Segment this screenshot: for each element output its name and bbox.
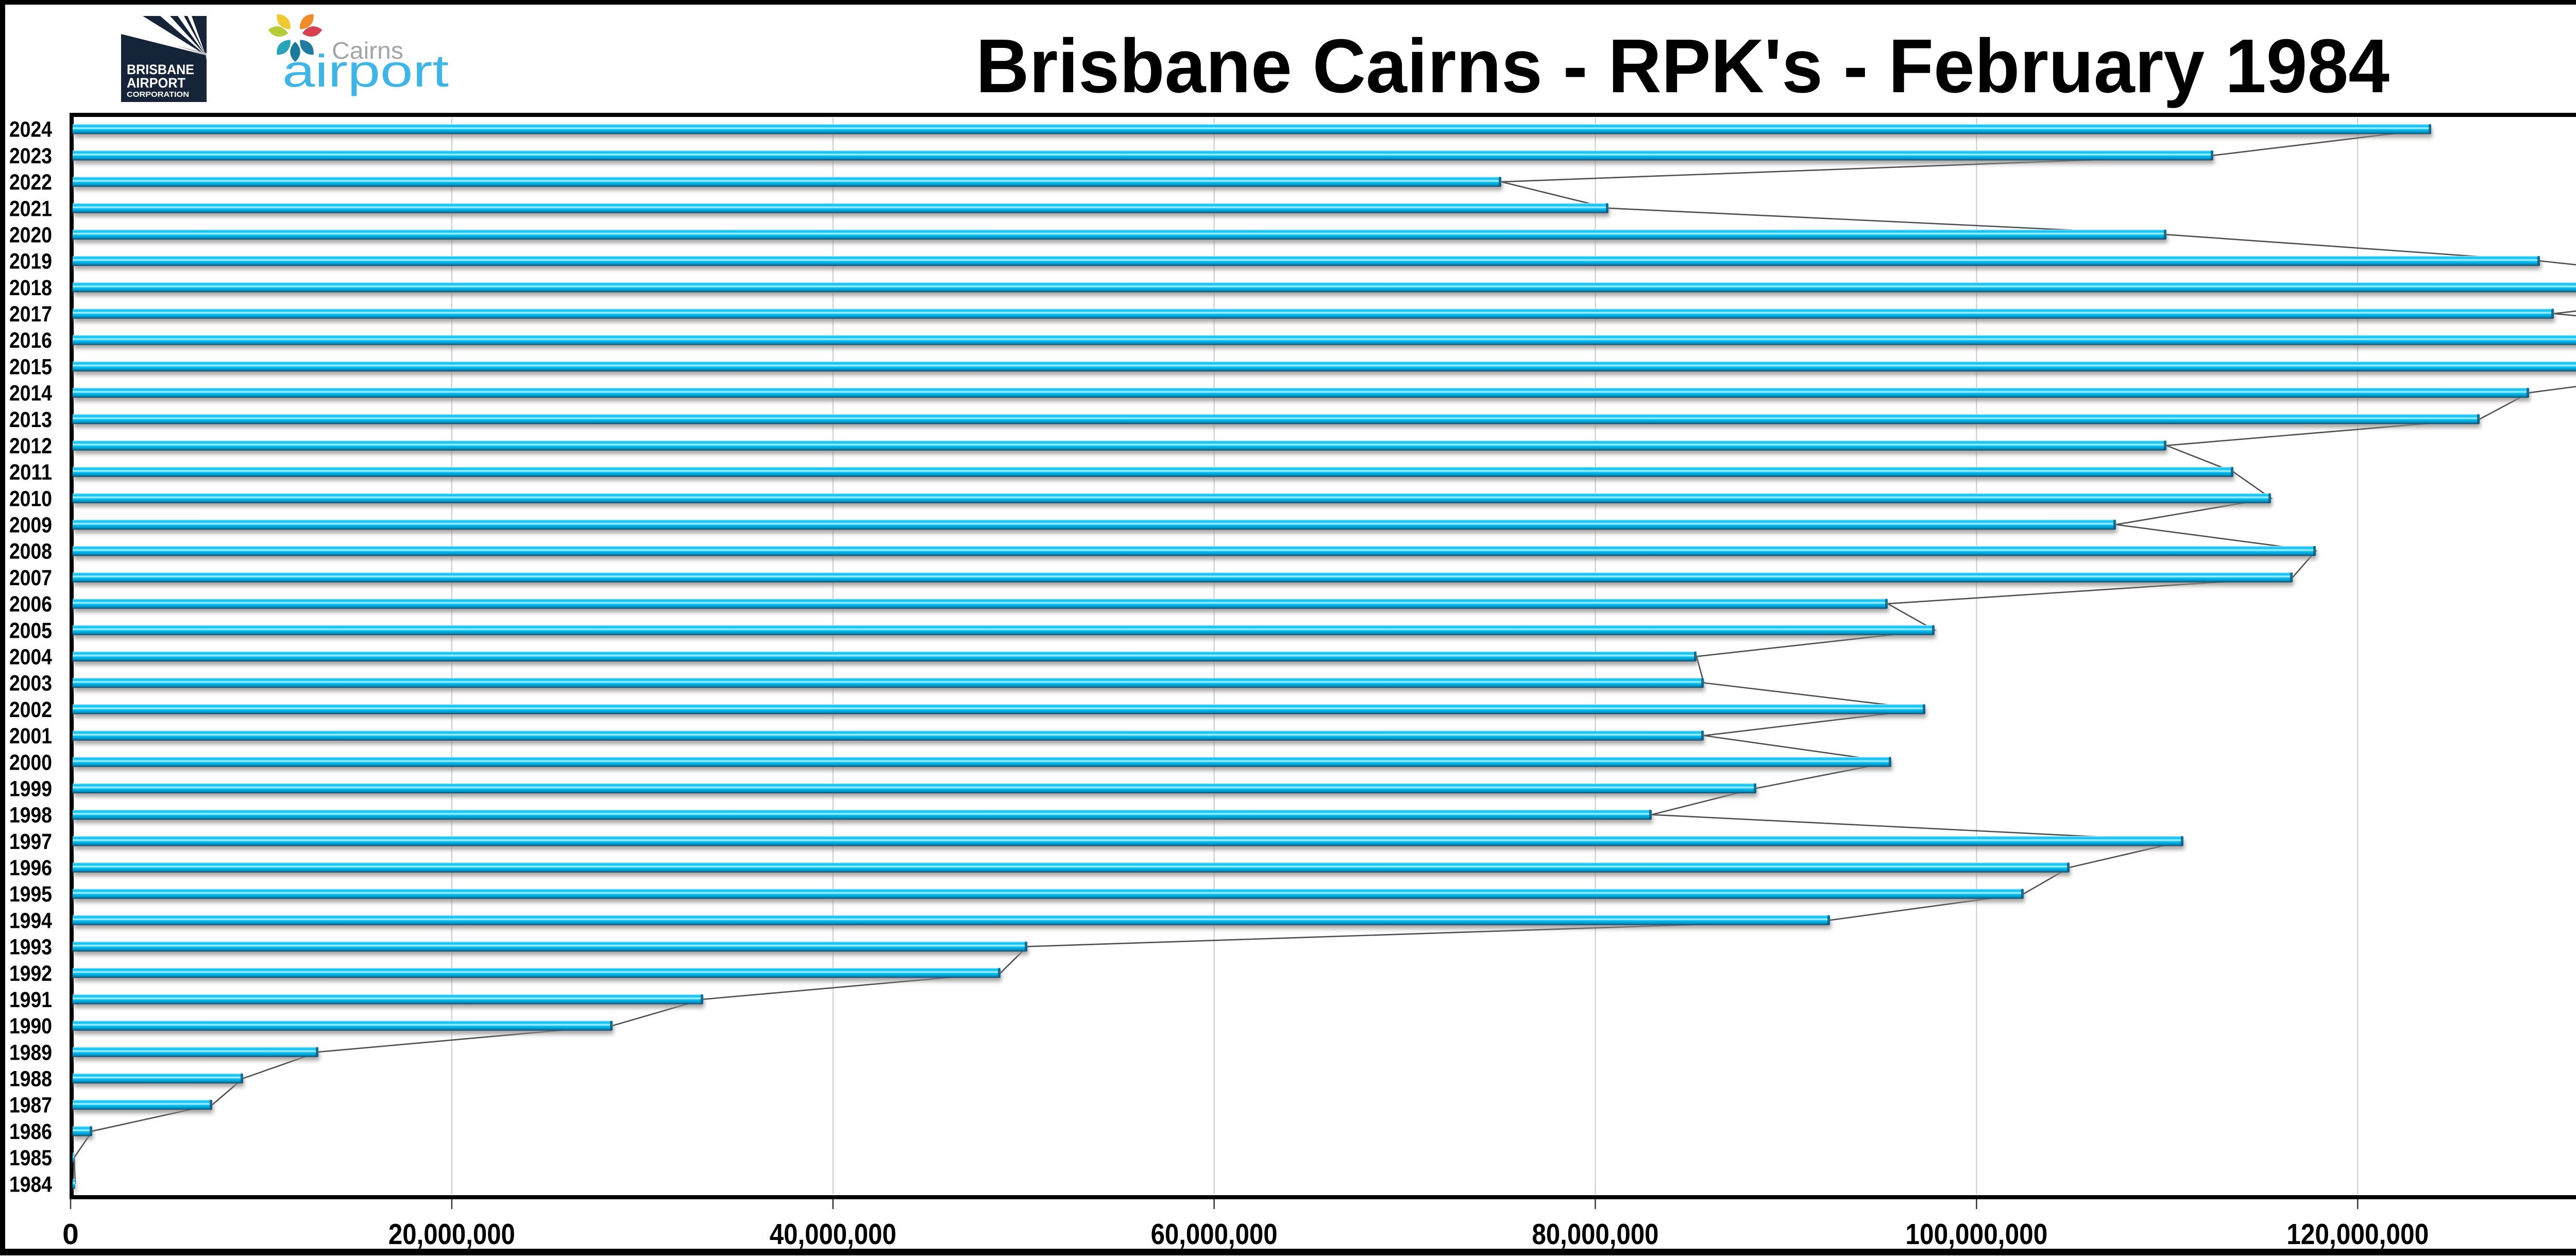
svg-text:1995: 1995 — [9, 882, 52, 907]
svg-text:2001: 2001 — [9, 724, 52, 749]
svg-text:2024: 2024 — [9, 117, 52, 142]
svg-text:2006: 2006 — [9, 592, 52, 617]
svg-text:1984: 1984 — [9, 1172, 52, 1197]
svg-text:40,000,000: 40,000,000 — [770, 1218, 896, 1251]
svg-text:20,000,000: 20,000,000 — [388, 1218, 515, 1251]
svg-text:2017: 2017 — [9, 302, 52, 327]
svg-text:2005: 2005 — [9, 618, 52, 643]
svg-text:2004: 2004 — [9, 645, 52, 670]
svg-text:2016: 2016 — [9, 328, 52, 353]
svg-text:1988: 1988 — [9, 1067, 52, 1092]
svg-text:1986: 1986 — [9, 1119, 52, 1144]
svg-text:BRISBANE: BRISBANE — [127, 62, 194, 77]
svg-text:2014: 2014 — [9, 381, 52, 406]
svg-text:2011: 2011 — [9, 460, 52, 485]
svg-text:airport: airport — [282, 45, 449, 96]
svg-text:2008: 2008 — [9, 539, 52, 564]
svg-text:1994: 1994 — [9, 908, 52, 933]
svg-text:1987: 1987 — [9, 1093, 52, 1118]
svg-text:CORPORATION: CORPORATION — [127, 90, 189, 99]
svg-text:1998: 1998 — [9, 803, 52, 828]
svg-text:2020: 2020 — [9, 223, 52, 248]
svg-text:60,000,000: 60,000,000 — [1151, 1218, 1278, 1251]
svg-text:Brisbane Cairns - RPK's - Febr: Brisbane Cairns - RPK's - February 1984 — [976, 24, 2389, 109]
svg-text:2010: 2010 — [9, 486, 52, 511]
svg-text:1997: 1997 — [9, 829, 52, 854]
svg-text:1993: 1993 — [9, 935, 52, 960]
svg-text:1992: 1992 — [9, 961, 52, 986]
svg-text:120,000,000: 120,000,000 — [2286, 1218, 2429, 1251]
svg-text:2002: 2002 — [9, 698, 52, 722]
svg-text:1989: 1989 — [9, 1040, 52, 1065]
svg-text:1991: 1991 — [9, 988, 52, 1012]
svg-text:0: 0 — [62, 1218, 79, 1251]
svg-text:2021: 2021 — [9, 196, 52, 221]
svg-text:AIRPORT: AIRPORT — [127, 75, 185, 91]
svg-text:2015: 2015 — [9, 354, 52, 379]
svg-text:2022: 2022 — [9, 170, 52, 195]
svg-text:80,000,000: 80,000,000 — [1532, 1218, 1659, 1251]
svg-text:1985: 1985 — [9, 1146, 52, 1170]
svg-text:2003: 2003 — [9, 671, 52, 696]
svg-text:1999: 1999 — [9, 777, 52, 802]
svg-text:2000: 2000 — [9, 750, 52, 775]
svg-text:2018: 2018 — [9, 276, 52, 300]
svg-text:Cairns: Cairns — [332, 37, 403, 64]
svg-text:2012: 2012 — [9, 434, 52, 458]
svg-text:2013: 2013 — [9, 407, 52, 432]
svg-text:2007: 2007 — [9, 566, 52, 590]
svg-text:2023: 2023 — [9, 144, 52, 168]
svg-text:100,000,000: 100,000,000 — [1905, 1218, 2047, 1251]
svg-text:2019: 2019 — [9, 249, 52, 274]
svg-text:1990: 1990 — [9, 1014, 52, 1039]
svg-text:2009: 2009 — [9, 513, 52, 538]
svg-text:1996: 1996 — [9, 856, 52, 880]
